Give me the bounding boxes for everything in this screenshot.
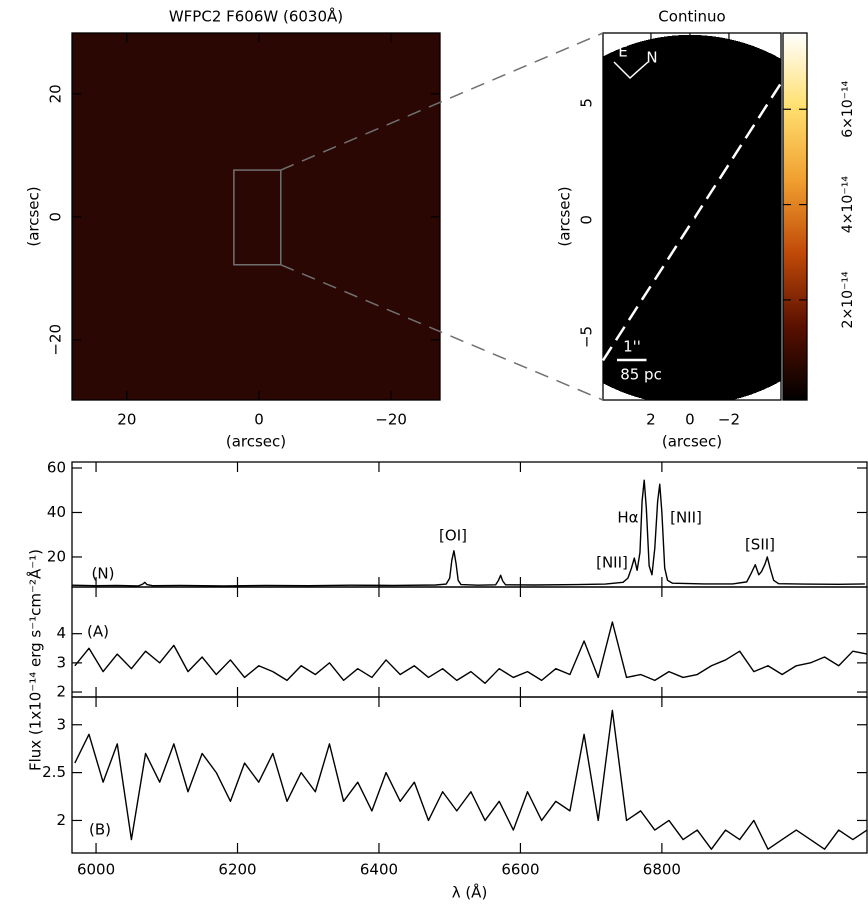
frame [602, 32, 782, 401]
x-tick-label: 6600 [501, 861, 539, 879]
x-axis-label: (arcsec) [226, 433, 286, 451]
x-tick-label: 20 [117, 411, 136, 429]
y-tick-label: 0 [47, 212, 65, 222]
line-annotation: [NII] [670, 509, 702, 527]
scale-bar-label: 1'' [623, 338, 641, 356]
line-annotation: [SII] [745, 536, 775, 554]
colorbar-frame [782, 32, 808, 401]
y-tick-label: 3 [56, 715, 66, 733]
compass [613, 61, 649, 80]
x-tick-label: −20 [375, 411, 407, 429]
point-label: N [684, 193, 695, 211]
x-tick-label: 0 [685, 411, 695, 429]
x-tick-label: 2 [646, 411, 656, 429]
compass-label: N [646, 49, 657, 67]
y-axis-label: Flux (1x10⁻¹⁴ erg s⁻¹cm⁻²Å⁻¹) [26, 549, 45, 771]
point [727, 193, 738, 204]
y-tick-label: −20 [47, 324, 65, 356]
y-axis-label: (arcsec) [556, 186, 574, 246]
y-tick-label: 2 [56, 683, 66, 701]
x-tick-label: 6200 [218, 861, 256, 879]
title: WFPC2 F606W (6030Å) [169, 7, 343, 26]
y-tick-label: 20 [47, 547, 66, 565]
colorbar [783, 33, 807, 400]
zoom-box [233, 169, 282, 266]
point-label: B [638, 240, 648, 258]
colorbar-tick-label: 6×10⁻¹⁴ [840, 80, 856, 137]
line-annotation: [NII] [596, 554, 628, 572]
y-axis-label: (arcsec) [25, 186, 43, 246]
x-tick-label: 6400 [360, 861, 398, 879]
point-label: A [736, 173, 747, 191]
zoom-connector [280, 264, 604, 401]
panel-label: (N) [92, 565, 115, 583]
y-tick-label: 40 [47, 503, 66, 521]
y-tick-label: 3 [56, 653, 66, 671]
colorbar-tick-label: 4×10⁻¹⁴ [840, 176, 856, 233]
spectrum [71, 479, 865, 587]
point [647, 261, 658, 272]
x-tick-label: 0 [254, 411, 264, 429]
y-tick-label: 60 [47, 459, 66, 477]
scale-bar-sublabel: 85 pc [620, 366, 662, 384]
y-tick-label: 5 [578, 98, 596, 108]
frame [71, 461, 868, 588]
image [72, 33, 440, 400]
x-tick-label: 6800 [643, 861, 681, 879]
zoom-connector [280, 32, 604, 171]
y-tick-label: 4 [56, 624, 66, 642]
line-annotation: [OI] [439, 527, 467, 545]
x-axis-label: λ (Å) [452, 883, 488, 902]
x-tick-label: 6000 [77, 861, 115, 879]
colorbar-tick-label: 2×10⁻¹⁴ [840, 271, 856, 328]
compass-label: E [618, 43, 627, 61]
panel-label: (A) [87, 623, 109, 641]
y-tick-label: 2.5 [42, 763, 66, 781]
y-tick-label: 20 [47, 84, 65, 103]
x-axis-label: (arcsec) [662, 433, 722, 451]
spectrum [74, 709, 868, 850]
point [684, 214, 695, 225]
slit [601, 82, 783, 362]
frame [71, 586, 868, 698]
panel-label: (B) [89, 821, 111, 839]
x-tick-label: −2 [718, 411, 740, 429]
line-annotation: Hα [617, 509, 638, 527]
spectrum [74, 621, 868, 684]
y-tick-label: 0 [578, 215, 596, 225]
y-tick-label: 2 [56, 811, 66, 829]
y-tick-label: −5 [578, 326, 596, 348]
title: Continuo [658, 8, 725, 26]
frame [71, 696, 868, 854]
